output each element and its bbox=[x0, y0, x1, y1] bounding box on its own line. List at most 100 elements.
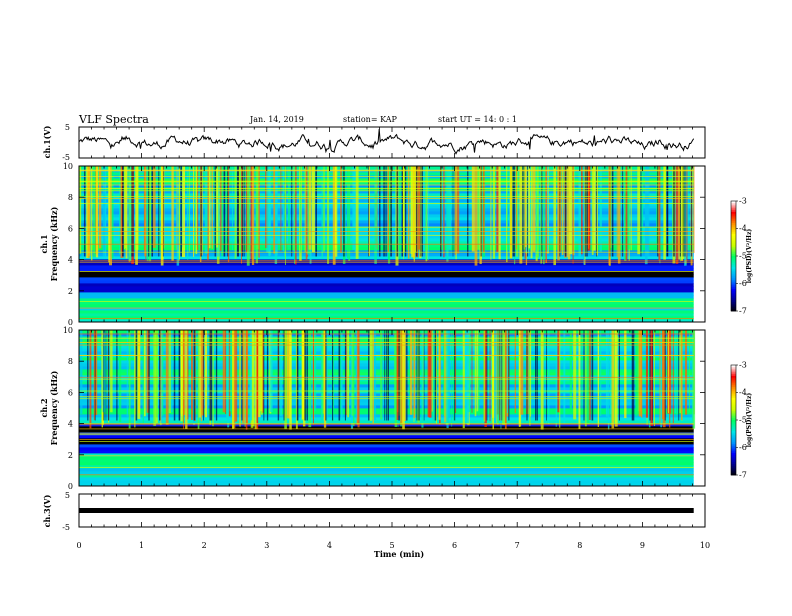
spectrogram-band bbox=[79, 429, 694, 433]
spectrogram-gap bbox=[546, 330, 547, 421]
ch1-ytick-bottom: -5 bbox=[62, 153, 70, 162]
spectrogram-streak bbox=[411, 166, 414, 258]
colorbar-segment bbox=[731, 442, 736, 445]
spectrogram-gap bbox=[266, 330, 269, 421]
spectrogram-streak bbox=[529, 330, 531, 426]
spectrogram-streak bbox=[285, 166, 286, 265]
spectrogram-gap bbox=[132, 166, 134, 257]
spectrogram-streak bbox=[455, 166, 457, 260]
spectrogram-band bbox=[79, 471, 694, 475]
spectrogram-streak bbox=[250, 166, 253, 260]
spectrogram-streak bbox=[162, 330, 164, 417]
spectrogram-streak bbox=[530, 166, 532, 250]
spectrogram-streak bbox=[234, 330, 238, 422]
spectrogram-line bbox=[79, 337, 694, 339]
colorbar-tick-label: -3 bbox=[739, 361, 747, 370]
colorbar-segment bbox=[731, 226, 736, 229]
spectrogram-gap bbox=[512, 166, 514, 257]
spectrogram-streak bbox=[98, 166, 102, 249]
spectrogram-streak bbox=[194, 166, 196, 255]
spectrogram-gap bbox=[383, 166, 385, 257]
colorbar-segment bbox=[731, 469, 736, 472]
colorbar-tick-label: -6 bbox=[739, 443, 747, 452]
spectrogram-streak bbox=[530, 166, 533, 259]
colorbar-segment bbox=[731, 279, 736, 282]
freq-tick-label: 6 bbox=[68, 224, 73, 233]
spectrogram-line bbox=[79, 434, 694, 436]
spectrogram-band bbox=[79, 474, 694, 478]
colorbar-segment bbox=[731, 454, 736, 457]
spectrogram-band bbox=[79, 289, 694, 293]
ch1-ytick-top: 5 bbox=[65, 123, 70, 132]
freq-tick-label: 2 bbox=[68, 451, 73, 460]
colorbar-segment bbox=[731, 451, 736, 454]
colorbar-segment bbox=[731, 453, 736, 456]
spectrogram-gap bbox=[467, 166, 469, 257]
spectrogram-streak bbox=[638, 330, 642, 417]
ch2-colorbar-label: log(PSD)(V²/Hz) bbox=[746, 393, 753, 448]
spectrogram-streak bbox=[454, 330, 457, 413]
spectrogram-line bbox=[79, 198, 694, 199]
spectrogram-line bbox=[79, 176, 694, 177]
spectrogram-gap bbox=[398, 330, 400, 421]
freq-tick-label: 10 bbox=[63, 162, 73, 171]
spectrogram-streak bbox=[637, 330, 641, 415]
spectrogram-streak bbox=[477, 330, 480, 416]
spectrogram-streak bbox=[246, 330, 249, 424]
spectrogram-streak bbox=[581, 330, 583, 415]
colorbar-segment bbox=[731, 456, 736, 459]
spectrogram-streak bbox=[111, 166, 114, 259]
spectrogram-streak bbox=[543, 166, 545, 265]
ch2-spec-xticks bbox=[78, 330, 706, 486]
colorbar-segment bbox=[731, 307, 736, 310]
spectrogram-band bbox=[79, 292, 694, 296]
spectrogram-streak bbox=[269, 330, 273, 413]
spectrogram-streak bbox=[105, 166, 107, 258]
spectrogram-streak bbox=[427, 330, 431, 417]
spectrogram-band bbox=[79, 441, 694, 445]
spectrogram-streak bbox=[308, 166, 312, 250]
spectrogram-gap bbox=[180, 166, 182, 257]
spectrogram-gap bbox=[162, 166, 164, 257]
spectrogram-band bbox=[79, 256, 694, 260]
spectrogram-gap bbox=[401, 166, 403, 257]
spectrogram-streak bbox=[273, 166, 276, 254]
colorbar-segment bbox=[731, 471, 736, 474]
spectrogram-streak bbox=[557, 330, 560, 413]
spectrogram-streak bbox=[323, 166, 325, 252]
spectrogram-gap bbox=[631, 330, 633, 421]
spectrogram-streak bbox=[146, 166, 148, 262]
spectrogram-streak bbox=[95, 166, 99, 258]
spectrogram-line bbox=[79, 355, 694, 356]
spectrogram-streak bbox=[288, 166, 290, 250]
colorbar-segment bbox=[731, 473, 736, 476]
colorbar-segment bbox=[731, 412, 736, 415]
spectrogram-gap bbox=[526, 330, 528, 421]
spectrogram-gap bbox=[559, 166, 561, 257]
colorbar-segment bbox=[731, 418, 736, 421]
spectrogram-streak bbox=[402, 330, 405, 430]
spectrogram-streak bbox=[251, 166, 255, 265]
spectrogram-streak bbox=[476, 330, 479, 412]
spectrogram-streak bbox=[530, 330, 532, 417]
spectrogram-streak bbox=[640, 166, 644, 254]
spectrogram-gap bbox=[241, 166, 244, 257]
spectrogram-gap bbox=[215, 330, 218, 421]
spectrogram-band bbox=[79, 271, 694, 275]
spectrogram-gap bbox=[227, 166, 229, 257]
spectrogram-streak bbox=[693, 166, 695, 253]
spectrogram-streak bbox=[226, 330, 229, 419]
colorbar-segment bbox=[731, 202, 736, 205]
freq-tick-label: 10 bbox=[63, 326, 73, 335]
spectrogram-streak bbox=[599, 166, 602, 252]
spectrogram-gap bbox=[522, 166, 524, 257]
spectrogram-gap bbox=[105, 330, 107, 421]
spectrogram-streak bbox=[692, 330, 696, 429]
spectrogram-streak bbox=[506, 166, 508, 263]
spectrogram-streak bbox=[489, 330, 491, 422]
spectrogram-streak bbox=[137, 330, 141, 419]
spectrogram-streak bbox=[188, 166, 190, 252]
spectrogram-streak bbox=[482, 166, 485, 253]
spectrogram-streak bbox=[609, 166, 612, 248]
spectrogram-gap bbox=[159, 330, 161, 421]
